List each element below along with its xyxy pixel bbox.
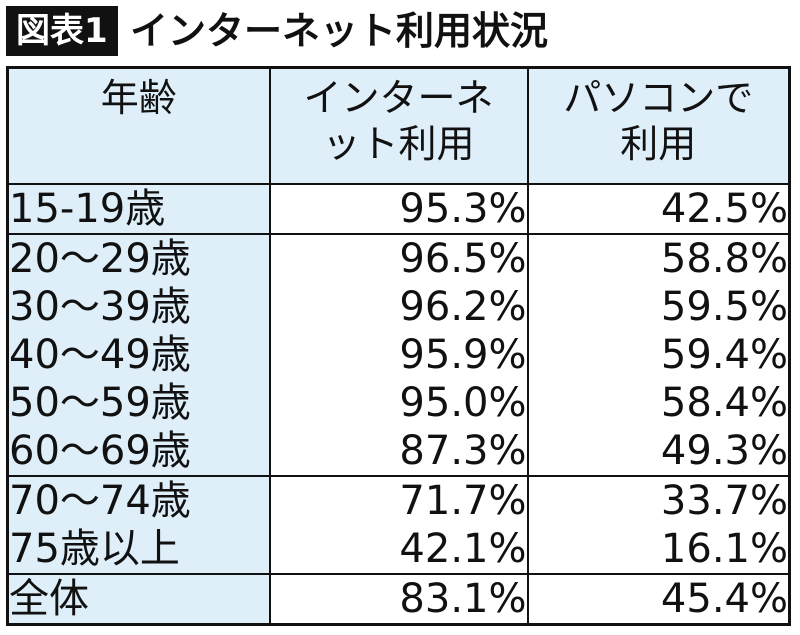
internet-rate-cell: 95.3%: [268, 184, 529, 235]
pc-rate-cell: 59.5%: [526, 283, 791, 331]
figure-number-badge: 図表1: [6, 6, 118, 56]
figure-title: インターネット利用状況: [130, 9, 549, 53]
table-row: 70～74歳 71.7% 33.7%: [6, 476, 791, 525]
internet-rate-cell: 95.0%: [268, 379, 529, 427]
pc-rate-cell: 33.7%: [526, 476, 791, 525]
age-cell: 全体: [6, 574, 271, 625]
figure-header: 図表1 インターネット利用状況: [0, 0, 800, 64]
internet-rate-cell: 95.9%: [268, 331, 529, 379]
pc-rate-cell: 59.4%: [526, 331, 791, 379]
column-header-pc: パソコンで利用: [526, 67, 791, 185]
internet-rate-cell: 96.2%: [268, 283, 529, 331]
age-cell: 50～59歳: [6, 379, 271, 427]
age-cell: 70～74歳: [6, 476, 271, 525]
table-row: 30～39歳 96.2% 59.5%: [6, 283, 791, 331]
internet-rate-cell: 83.1%: [268, 574, 529, 625]
table-row: 75歳以上 42.1% 16.1%: [6, 525, 791, 575]
header-row: 年齢 インターネット利用 パソコンで利用: [6, 67, 791, 185]
column-header-internet-text: インターネット利用: [303, 76, 494, 166]
table-row: 全体 83.1% 45.4%: [6, 574, 791, 625]
internet-rate-cell: 87.3%: [268, 427, 529, 477]
pc-rate-cell: 45.4%: [526, 574, 791, 625]
data-table: 年齢 インターネット利用 パソコンで利用 15-19歳 95.3% 42.5% 20～…: [6, 66, 791, 626]
column-header-pc-text: パソコンで利用: [563, 76, 754, 166]
column-header-age: 年齢: [6, 67, 271, 185]
age-cell: 40～49歳: [6, 331, 271, 379]
internet-rate-cell: 42.1%: [268, 525, 529, 575]
internet-rate-cell: 71.7%: [268, 476, 529, 525]
pc-rate-cell: 58.8%: [526, 234, 791, 283]
table-row: 60～69歳 87.3% 49.3%: [6, 427, 791, 477]
table-row: 15-19歳 95.3% 42.5%: [6, 184, 791, 235]
age-cell: 60～69歳: [6, 427, 271, 477]
pc-rate-cell: 16.1%: [526, 525, 791, 575]
age-cell: 30～39歳: [6, 283, 271, 331]
table-body: 15-19歳 95.3% 42.5% 20～29歳 96.5% 58.8% 30～39歳 96…: [6, 184, 791, 625]
table-row: 20～29歳 96.5% 58.8%: [6, 234, 791, 283]
pc-rate-cell: 42.5%: [526, 184, 791, 235]
table-row: 40～49歳 95.9% 59.4%: [6, 331, 791, 379]
age-cell: 75歳以上: [6, 525, 271, 575]
pc-rate-cell: 58.4%: [526, 379, 791, 427]
pc-rate-cell: 49.3%: [526, 427, 791, 477]
column-header-internet: インターネット利用: [268, 67, 529, 185]
table-row: 50～59歳 95.0% 58.4%: [6, 379, 791, 427]
age-cell: 20～29歳: [6, 234, 271, 283]
age-cell: 15-19歳: [6, 184, 271, 235]
internet-rate-cell: 96.5%: [268, 234, 529, 283]
